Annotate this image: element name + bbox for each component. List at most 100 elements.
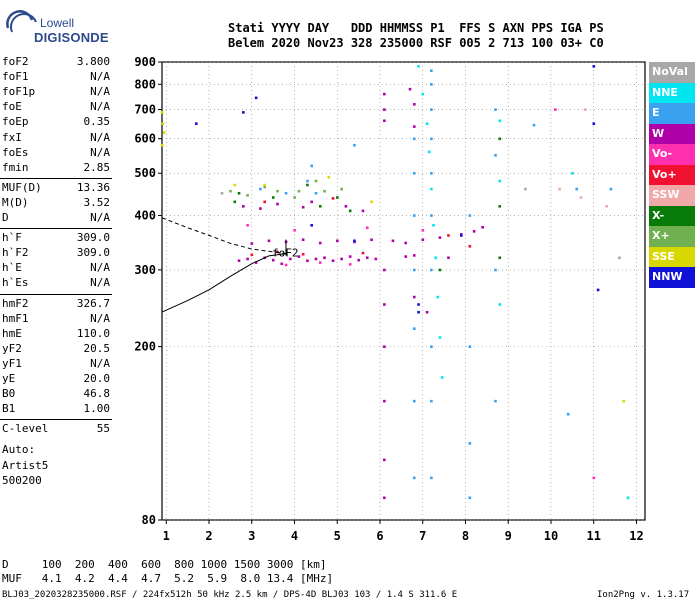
echo-point xyxy=(284,191,288,195)
digisonde-logo: Lowell DIGISONDE xyxy=(4,6,114,46)
param-value: 309.0 xyxy=(76,246,110,260)
echo-point xyxy=(391,239,395,243)
y-tick-label: 600 xyxy=(134,132,156,146)
echo-point xyxy=(348,263,352,266)
echo-point xyxy=(618,256,621,260)
logo-mark-icon xyxy=(6,10,37,33)
echo-point xyxy=(605,205,608,208)
param-name: h`F2 xyxy=(2,246,29,260)
echo-point xyxy=(383,268,386,272)
echo-point xyxy=(430,345,433,349)
echo-point xyxy=(430,187,433,191)
echo-point xyxy=(412,327,416,330)
echo-point xyxy=(263,185,266,189)
echo-point xyxy=(297,255,301,258)
param-name: hmF2 xyxy=(2,296,29,310)
echo-point xyxy=(306,183,309,187)
param-row-b0: B0 46.8 xyxy=(0,387,112,402)
echo-point xyxy=(440,376,444,379)
x-tick-label: 1 xyxy=(163,529,170,543)
echo-point xyxy=(498,179,502,183)
echo-point xyxy=(468,214,472,217)
param-name: foEp xyxy=(2,115,29,129)
echo-point xyxy=(468,345,472,349)
echo-point xyxy=(242,111,245,114)
version-label: 500200 xyxy=(2,473,42,487)
param-row-hes: h`Es N/A xyxy=(0,276,112,291)
param-value: N/A xyxy=(90,85,110,99)
param-name: foE xyxy=(2,100,22,114)
echo-point xyxy=(498,205,502,208)
x-tick-label: 7 xyxy=(419,529,426,543)
echo-point xyxy=(323,256,326,260)
echo-point xyxy=(626,496,630,500)
echo-point xyxy=(460,234,463,237)
legend-item-nne: NNE xyxy=(649,82,695,103)
echo-point xyxy=(622,399,626,403)
echo-point xyxy=(293,229,296,232)
echo-point xyxy=(430,214,433,217)
param-name: MUF(D) xyxy=(2,180,42,194)
echo-point xyxy=(412,137,416,141)
echo-point xyxy=(306,179,309,183)
echo-point xyxy=(498,256,502,260)
echo-point xyxy=(276,202,279,206)
logo-text-digisonde: DIGISONDE xyxy=(34,30,109,45)
echo-point xyxy=(412,399,416,403)
echo-point xyxy=(498,119,502,123)
y-tick-label: 400 xyxy=(134,208,156,222)
param-value: N/A xyxy=(90,276,110,290)
echo-point xyxy=(383,345,386,349)
echo-point xyxy=(532,123,536,127)
legend-item-vo: Vo+ xyxy=(649,164,695,185)
param-row-yf2: yF2 20.5 xyxy=(0,342,112,357)
echo-point xyxy=(417,310,420,314)
param-value: 3.52 xyxy=(83,195,111,209)
param-name: foF1p xyxy=(2,85,36,99)
echo-point xyxy=(297,189,301,193)
legend: NoVal NNE E W Vo- Vo+ SSW X- X+ SSE NNW xyxy=(649,62,695,288)
echo-point xyxy=(353,143,356,147)
echo-point xyxy=(331,197,335,200)
param-row-mufd: MUF(D) 13.36 xyxy=(0,181,112,196)
echo-point xyxy=(592,476,596,480)
echo-point xyxy=(447,234,450,237)
param-row-hmf2: hmF2 326.7 xyxy=(0,297,112,312)
echo-point xyxy=(336,239,339,243)
echo-point xyxy=(472,230,476,233)
x-tick-label: 11 xyxy=(586,529,600,543)
legend-item-noval: NoVal xyxy=(649,62,695,83)
echo-point xyxy=(447,256,450,260)
echo-point xyxy=(383,458,386,462)
echo-point xyxy=(554,108,557,111)
legend-item-ssw: SSW xyxy=(649,185,695,206)
param-name: hmF1 xyxy=(2,311,29,325)
echo-point xyxy=(412,268,416,272)
echo-point xyxy=(430,69,433,73)
param-name: foF2 xyxy=(2,55,29,68)
echo-point xyxy=(412,476,416,480)
x-tick-label: 5 xyxy=(334,529,341,543)
echo-point xyxy=(160,143,164,147)
param-name: fxI xyxy=(2,130,22,144)
param-value: 326.7 xyxy=(76,296,110,310)
echo-point xyxy=(498,137,502,141)
echo-point xyxy=(383,92,386,96)
param-row-fmin: fmin 2.85 xyxy=(0,161,112,176)
echo-point xyxy=(331,259,335,263)
echo-point xyxy=(494,108,497,111)
param-name: D xyxy=(2,211,9,224)
artist-label: Artist5 xyxy=(2,458,49,472)
echo-point xyxy=(494,153,497,157)
echo-point xyxy=(220,191,224,195)
param-name: h`E xyxy=(2,261,22,275)
param-value: 110.0 xyxy=(76,326,110,340)
echo-point xyxy=(310,200,314,204)
echo-point xyxy=(280,262,284,266)
echo-point xyxy=(412,214,416,217)
echo-point xyxy=(229,189,232,193)
param-name: B0 xyxy=(2,387,16,401)
param-row-d: D N/A xyxy=(0,211,112,226)
echo-point xyxy=(609,187,613,191)
echo-point xyxy=(301,252,305,256)
